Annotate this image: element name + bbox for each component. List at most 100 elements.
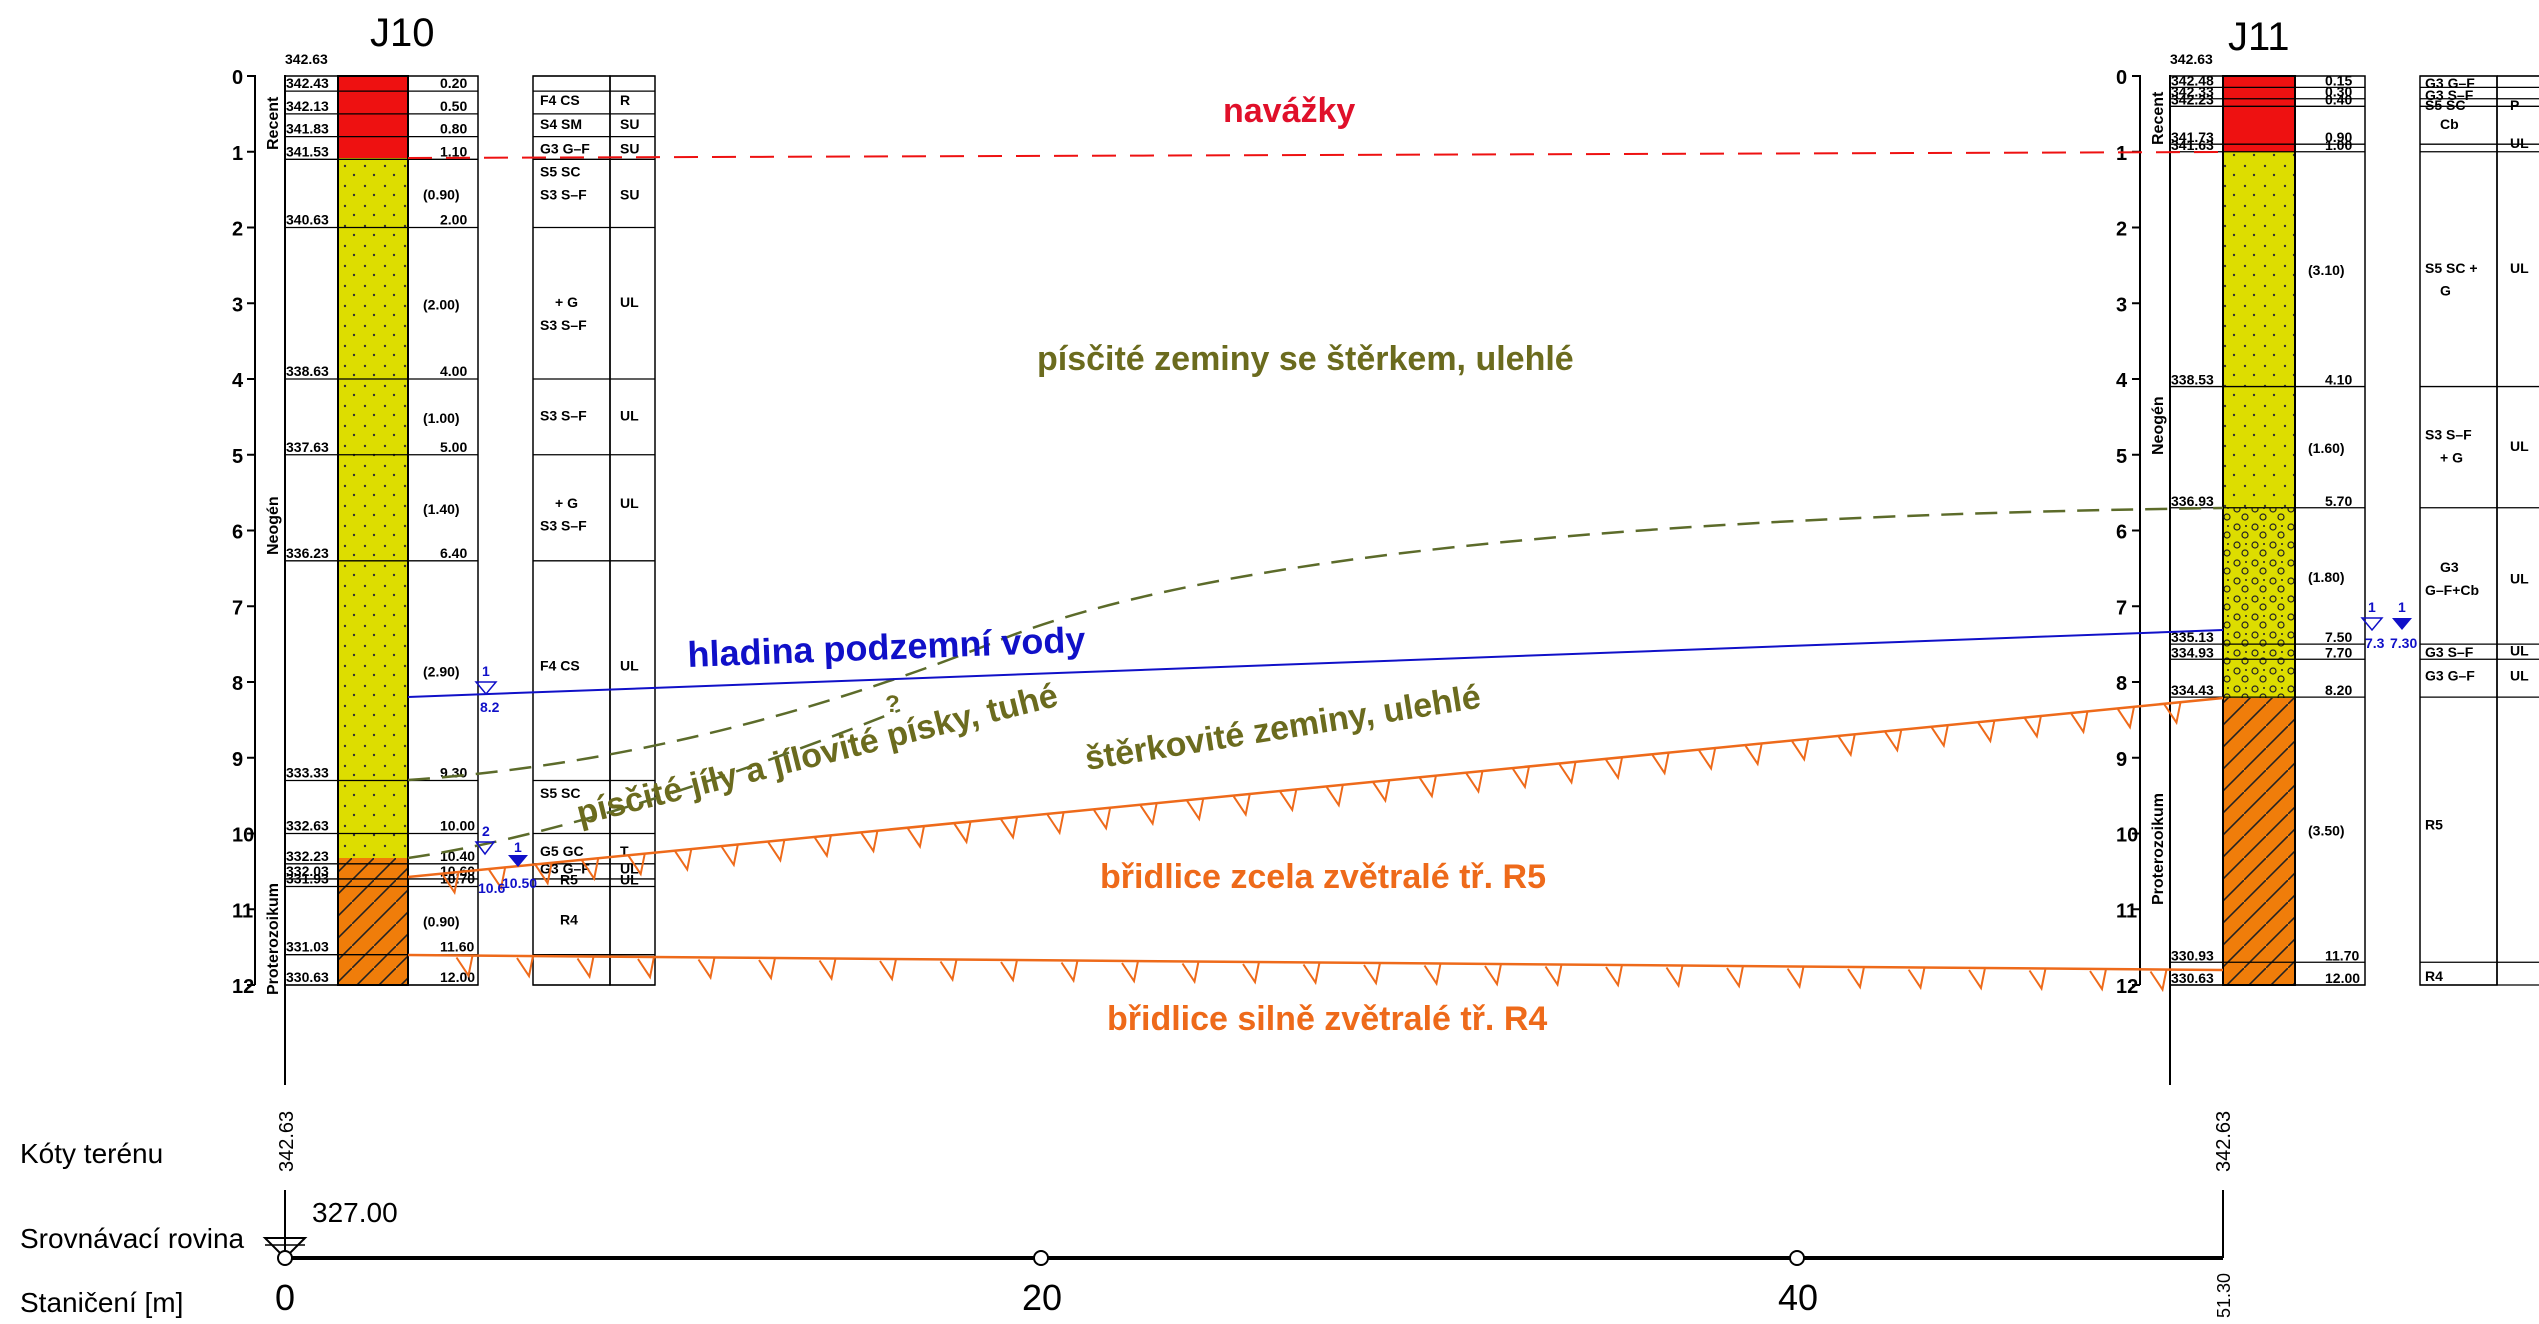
label-hladina: hladina podzemní vody <box>687 619 1086 675</box>
depth-label: 2.00 <box>440 212 467 228</box>
depth-tick-label: 8 <box>2116 673 2127 695</box>
section-footer: Kóty terénu Srovnávací rovina Staničení … <box>20 1111 2235 1318</box>
depth-label: 7.50 <box>2325 629 2352 645</box>
depth-label: (0.90) <box>423 186 460 202</box>
consistency-label: SU <box>620 116 639 132</box>
elev-label: 342.33 <box>2171 84 2214 100</box>
depth-tick-label: 3 <box>2116 294 2127 316</box>
depth-label: 0.50 <box>440 98 467 114</box>
elev-label: 338.53 <box>2171 372 2214 388</box>
depth-tick-label: 5 <box>2116 446 2127 468</box>
depth-tick-label: 10 <box>2116 825 2138 847</box>
station-end: 51.30 <box>2214 1273 2234 1318</box>
depth-tick-label: 10 <box>232 825 254 847</box>
depth-label: 0.80 <box>440 121 467 137</box>
j11-consistency: P UL UL UL UL UL UL <box>2510 97 2529 683</box>
consistency-label: UL <box>2510 438 2529 454</box>
j11-water2-val: 7.30 <box>2390 635 2417 651</box>
soil-class-label: S5 SC + <box>2425 260 2478 276</box>
label-jily: písčité jíly a jílovité písky, tuhé <box>573 676 1062 832</box>
consistency-label: SU <box>620 140 639 156</box>
label-r5: břidlice zcela zvětralé tř. R5 <box>1100 858 1546 896</box>
consistency-label: SU <box>620 186 639 202</box>
soil-class-label: G <box>2440 283 2451 299</box>
j10-strat-recent: Recent <box>265 96 282 150</box>
depth-tick-label: 4 <box>2116 370 2128 392</box>
elev-label: 341.83 <box>286 121 329 137</box>
soil-class-label: S3 S–F <box>540 518 587 534</box>
consistency-label: R <box>620 92 630 108</box>
consistency-label: UL <box>620 871 639 887</box>
j10-strat-neogen: Neogén <box>265 496 282 555</box>
label-koty: Kóty terénu <box>20 1138 163 1169</box>
consistency-label: UL <box>620 408 639 424</box>
station-40: 40 <box>1778 1277 1818 1318</box>
depth-label: 10.00 <box>440 818 475 834</box>
elev-label: 336.23 <box>286 545 329 561</box>
j10-water1-num: 1 <box>482 663 490 679</box>
depth-label: (3.50) <box>2308 823 2345 839</box>
elev-label: 341.53 <box>286 143 329 159</box>
elev-label: 334.43 <box>2171 682 2214 698</box>
depth-tick-label: 12 <box>232 976 254 998</box>
consistency-label: UL <box>620 658 639 674</box>
depth-tick-label: 8 <box>232 673 243 695</box>
soil-class-label: G3 G–F <box>2425 75 2475 91</box>
soil-class-label: + G <box>2440 449 2463 465</box>
depth-tick-label: 9 <box>2116 749 2127 771</box>
depth-label: 1.10 <box>440 143 467 159</box>
soil-class-label: S3 S–F <box>540 317 587 333</box>
depth-tick-label: 7 <box>2116 597 2127 619</box>
datum-value: 327.00 <box>312 1197 398 1228</box>
gravel-boundary <box>407 506 2224 782</box>
depth-label: (0.90) <box>423 914 460 930</box>
depth-label: (2.90) <box>423 664 460 680</box>
depth-label: (1.00) <box>423 410 460 426</box>
soil-class-label: G3 <box>2440 559 2459 575</box>
depth-label: (3.10) <box>2308 262 2345 278</box>
r5-boundary <box>407 696 2224 879</box>
j11-top-elev: 342.63 <box>2170 51 2213 67</box>
soil-class-label: S3 S–F <box>540 408 587 424</box>
elev-label: 340.63 <box>286 212 329 228</box>
consistency-label: UL <box>620 495 639 511</box>
depth-tick-label: 9 <box>232 749 243 771</box>
label-srovnavaci: Srovnávací rovina <box>20 1223 245 1254</box>
depth-label: 6.40 <box>440 545 467 561</box>
depth-label: 4.00 <box>440 363 467 379</box>
depth-label: 0.30 <box>2325 84 2352 100</box>
consistency-label: P <box>2510 97 2519 113</box>
soil-class-label: S4 SM <box>540 116 582 132</box>
j11-strat-neogen: Neogén <box>2150 396 2167 455</box>
depth-tick-label: 5 <box>232 446 243 468</box>
soil-class-label: G5 GC <box>540 843 584 859</box>
boundary-lines <box>407 151 2224 993</box>
label-r4: břidlice silně zvětralé tř. R4 <box>1107 1000 1547 1038</box>
depth-label: 5.70 <box>2325 493 2352 509</box>
consistency-label: UL <box>2510 571 2529 587</box>
elev-label: 334.93 <box>2171 644 2214 660</box>
label-piscite: písčité zeminy se štěrkem, ulehlé <box>1037 340 1574 378</box>
elev-label: 335.13 <box>2171 629 2214 645</box>
depth-tick-label: 0 <box>2116 67 2127 89</box>
consistency-label: UL <box>2510 135 2529 151</box>
depth-tick-label: 0 <box>232 67 243 89</box>
elev-label: 330.93 <box>2171 947 2214 963</box>
elev-label: 342.13 <box>286 98 329 114</box>
depth-label: (1.80) <box>2308 569 2345 585</box>
station-0: 0 <box>275 1277 295 1318</box>
j11-water1-val: 7.3 <box>2365 635 2385 651</box>
soil-class-label: G–F+Cb <box>2425 582 2479 598</box>
elev-label: 332.63 <box>286 818 329 834</box>
depth-tick-label: 7 <box>232 597 243 619</box>
elev-label: 330.63 <box>286 969 329 985</box>
label-question: ? <box>885 691 900 718</box>
j11-strat-proterozoikum: Proterozoikum <box>2150 793 2167 905</box>
j11-strat-recent: Recent <box>2150 91 2167 145</box>
consistency-label: UL <box>2510 667 2529 683</box>
elev-label: 338.63 <box>286 363 329 379</box>
depth-tick-label: 3 <box>232 294 243 316</box>
j10-water1-val: 8.2 <box>480 699 500 715</box>
depth-label: 0.15 <box>2325 72 2352 88</box>
